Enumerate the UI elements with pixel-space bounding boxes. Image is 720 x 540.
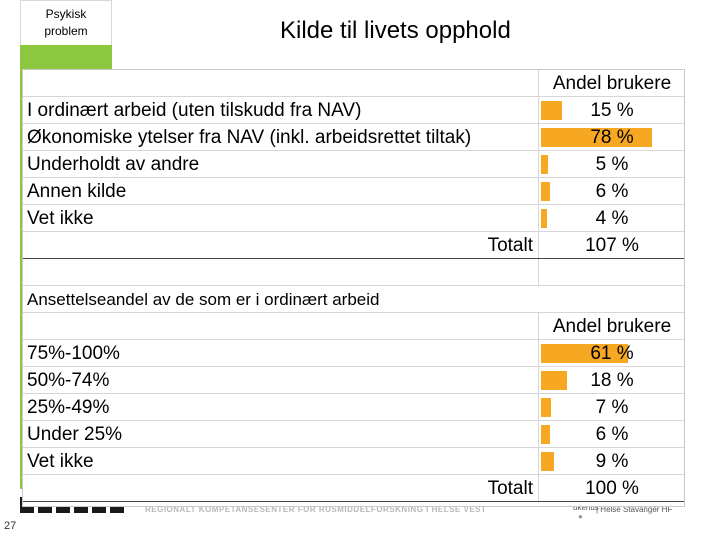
slide-title: Kilde til livets opphold (280, 17, 511, 44)
table1-row: Økonomiske ytelser fra NAV (inkl. arbeid… (23, 124, 684, 151)
bullet-icon: ● (578, 512, 583, 521)
table1-row-value: 5 % (595, 154, 629, 175)
table2-title: Ansettelseandel av de som er i ordinært … (27, 290, 380, 309)
data-table-panel: Andel brukere I ordinært arbeid (uten ti… (22, 69, 685, 507)
table2-row: Under 25% 6 % (23, 421, 684, 448)
accent-bar (20, 69, 23, 489)
footer-mini-text: ukehus (573, 503, 599, 512)
table2-row: 50%-74% 18 % (23, 367, 684, 394)
table1-row: I ordinært arbeid (uten tilskudd fra NAV… (23, 97, 684, 124)
table1-row-label: Annen kilde (27, 181, 127, 202)
table2-row-label: Under 25% (27, 424, 123, 445)
table2-row-label: 25%-49% (27, 397, 110, 418)
table2-header: Andel brukere (552, 316, 672, 337)
table2-row: 25%-49% 7 % (23, 394, 684, 421)
table1-bar (541, 209, 547, 228)
table1-header-row: Andel brukere (23, 70, 684, 97)
table2-row-value: 7 % (595, 397, 629, 418)
table2-row-label: 50%-74% (27, 370, 110, 391)
table1-header: Andel brukere (552, 73, 672, 94)
table2-header-row: Andel brukere (23, 313, 684, 340)
accent-strip (20, 45, 112, 69)
table2-bar (541, 344, 628, 363)
table2-bar (541, 371, 567, 390)
table1-total-label: Totalt (487, 235, 533, 256)
table2-row-label: 75%-100% (27, 343, 120, 364)
table1-row: Vet ikke 4 % (23, 205, 684, 232)
table2-total-label: Totalt (487, 478, 533, 499)
table1-row: Annen kilde 6 % (23, 178, 684, 205)
table2-total-value: 100 % (585, 478, 639, 499)
category-tag: Psykisk problem (20, 0, 112, 45)
table2-row-label: Vet ikke (27, 451, 94, 472)
footer-text: REGIONALT KOMPETANSESENTER FOR RUSMIDDEL… (145, 505, 487, 514)
table1-row: Underholdt av andre 5 % (23, 151, 684, 178)
table2-row-value: 61 % (590, 343, 634, 364)
table1-row-label: Underholdt av andre (27, 154, 200, 175)
table2-bar (541, 398, 551, 417)
table1-row-label: Vet ikke (27, 208, 94, 229)
table1-row-value: 4 % (595, 208, 629, 229)
table2-bar (541, 425, 550, 444)
table2-row-value: 18 % (590, 370, 634, 391)
table1-total-row: Totalt 107 % (23, 232, 684, 259)
table2-row: 75%-100% 61 % (23, 340, 684, 367)
table1-bar (541, 155, 548, 174)
table1-row-label: I ordinært arbeid (uten tilskudd fra NAV… (27, 100, 362, 121)
category-tag-line1: Psykisk (45, 7, 87, 21)
table2-row-value: 9 % (595, 451, 629, 472)
table2-row: Vet ikke 9 % (23, 448, 684, 475)
table1-row-value: 15 % (590, 100, 634, 121)
table1-row-label: Økonomiske ytelser fra NAV (inkl. arbeid… (27, 127, 472, 148)
table2-bar (541, 452, 554, 471)
table1-row-value: 6 % (595, 181, 629, 202)
spacer-row (23, 259, 684, 286)
table1-row-value: 78 % (590, 127, 634, 148)
table1-bar (541, 182, 550, 201)
slide-number: 27 (4, 520, 17, 532)
table1-bar (541, 101, 562, 120)
table2-total-row: Totalt 100 % (23, 475, 684, 502)
table2-row-value: 6 % (595, 424, 629, 445)
table1-bar (541, 128, 652, 147)
table1-total-value: 107 % (585, 235, 639, 256)
category-tag-line2: problem (44, 24, 88, 38)
footer-partner: | Helse Stavanger HF (596, 505, 673, 514)
table2-title-row: Ansettelseandel av de som er i ordinært … (23, 286, 684, 313)
